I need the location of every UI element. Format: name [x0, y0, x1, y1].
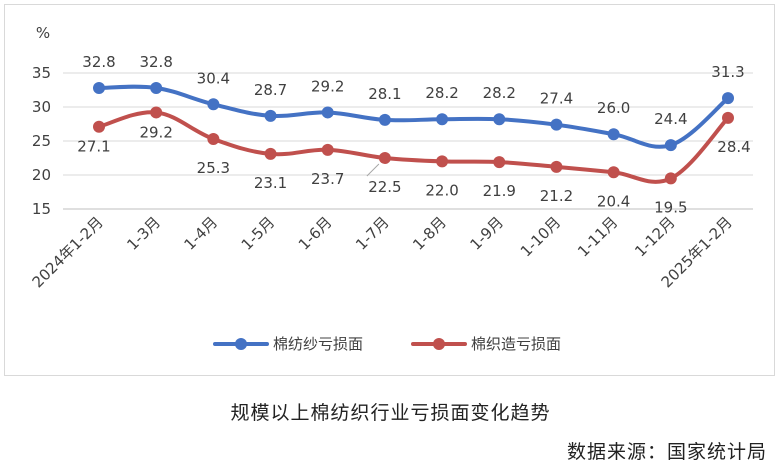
x-tick-label: 1-4月 — [181, 213, 222, 254]
data-point — [264, 109, 277, 122]
data-point — [321, 106, 334, 119]
data-label: 25.3 — [197, 159, 230, 177]
data-label: 32.8 — [139, 53, 172, 71]
data-point — [93, 120, 105, 133]
data-point — [264, 147, 277, 160]
data-label: 23.1 — [254, 174, 287, 192]
data-label: 28.2 — [425, 84, 458, 102]
data-label: 29.2 — [311, 77, 344, 95]
series-lines — [93, 81, 734, 185]
data-label: 24.4 — [654, 110, 687, 128]
y-axis-ticks: 15 20 25 30 35 — [32, 64, 51, 218]
y-tick-label: 20 — [32, 166, 51, 184]
data-label: 28.2 — [483, 84, 516, 102]
data-point — [493, 156, 506, 169]
x-tick-label: 1-7月 — [352, 213, 393, 254]
legend-label: 棉纺纱亏损面 — [273, 335, 363, 353]
data-point — [321, 143, 334, 156]
legend: 棉纺纱亏损面 棉织造亏损面 — [213, 335, 561, 353]
leader-line — [366, 163, 380, 177]
data-point — [664, 139, 677, 152]
data-point — [150, 81, 163, 94]
data-point — [436, 113, 449, 126]
y-tick-label: 30 — [32, 98, 51, 116]
data-label: 28.4 — [717, 138, 750, 156]
data-label: 20.4 — [597, 192, 630, 210]
data-point — [493, 113, 506, 126]
data-point — [150, 106, 163, 119]
x-tick-label: 1-10月 — [517, 213, 564, 260]
data-label: 32.8 — [82, 53, 115, 71]
data-point — [722, 111, 734, 124]
data-label: 22.5 — [368, 178, 401, 196]
x-tick-label: 1-8月 — [409, 213, 450, 254]
data-label: 31.3 — [711, 63, 744, 81]
data-point — [93, 81, 105, 94]
x-tick-label: 1-9月 — [466, 213, 507, 254]
data-point — [550, 118, 563, 131]
data-label: 27.4 — [540, 90, 573, 108]
source-note: 数据来源：国家统计局 — [566, 441, 767, 463]
data-label: 22.0 — [425, 181, 458, 199]
data-label: 28.7 — [254, 81, 287, 99]
gridlines — [63, 72, 753, 210]
data-label: 21.2 — [540, 187, 573, 205]
data-label: 29.2 — [139, 123, 172, 141]
data-label: 27.1 — [77, 138, 110, 156]
x-tick-label: 1-11月 — [574, 213, 621, 260]
data-point — [436, 155, 449, 168]
data-point — [607, 128, 620, 141]
x-tick-label: 1-3月 — [123, 213, 164, 254]
series-line-1 — [97, 84, 730, 149]
data-label: 28.1 — [368, 85, 401, 103]
series-line-2 — [97, 110, 730, 184]
data-label: 19.5 — [654, 198, 687, 216]
chart-frame: % 15 20 25 30 35 2024年1-2月 1-3月 1-4月 1-5月 1-6月 1-… — [4, 4, 775, 376]
legend-label: 棉织造亏损面 — [471, 335, 561, 353]
y-tick-label: 35 — [32, 64, 51, 82]
data-point — [722, 92, 734, 105]
data-point — [207, 132, 220, 145]
data-label: 23.7 — [311, 170, 344, 188]
line-chart: % 15 20 25 30 35 2024年1-2月 1-3月 1-4月 1-5月 1-6月 1-… — [29, 24, 753, 353]
legend-swatch-marker — [235, 338, 247, 350]
chart-caption: 规模以上棉纺织行业亏损面变化趋势 — [230, 402, 551, 424]
data-label: 26.0 — [597, 99, 630, 117]
data-point — [550, 160, 563, 173]
y-tick-label: 15 — [32, 200, 51, 218]
x-axis-ticks: 2024年1-2月 1-3月 1-4月 1-5月 1-6月 1-7月 1-8月 1-9月 1-1… — [29, 213, 736, 291]
y-tick-label: 25 — [32, 132, 51, 150]
legend-swatch-marker — [433, 338, 445, 350]
data-label: 21.9 — [483, 182, 516, 200]
y-unit-label: % — [36, 24, 50, 42]
data-label: 30.4 — [197, 69, 230, 87]
data-point — [378, 113, 391, 126]
data-point — [378, 152, 391, 164]
data-point — [664, 172, 677, 185]
x-tick-label: 2024年1-2月 — [29, 213, 107, 291]
data-point — [607, 166, 620, 179]
x-tick-label: 1-6月 — [295, 213, 336, 254]
x-tick-label: 1-5月 — [238, 213, 279, 254]
data-point — [207, 98, 220, 111]
x-tick-label: 1-12月 — [631, 213, 678, 260]
data-labels: 32.8 32.8 30.4 28.7 29.2 28.1 28.2 28.2 27.4 26.0… — [77, 53, 750, 216]
